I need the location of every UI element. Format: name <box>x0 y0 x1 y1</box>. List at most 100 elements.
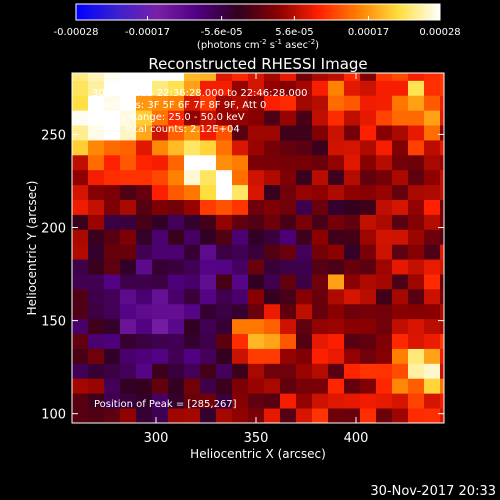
heatmap-cell <box>376 169 393 186</box>
heatmap-cell <box>72 378 89 394</box>
heatmap-cell <box>72 154 89 171</box>
heatmap-cell <box>88 408 105 424</box>
heatmap-cell <box>264 348 281 364</box>
heatmap-cell <box>440 378 445 394</box>
heatmap-cell <box>424 110 441 126</box>
heatmap-cell <box>120 184 137 200</box>
heatmap-cell <box>120 274 137 290</box>
heatmap-cell <box>200 274 217 290</box>
heatmap-cell <box>72 363 89 379</box>
heatmap-cell <box>248 259 265 275</box>
colorbar-tick-label: -5.6e-05 <box>201 27 243 38</box>
heatmap-cell <box>184 333 201 349</box>
heatmap-cell <box>104 244 121 260</box>
heatmap-cell <box>360 184 377 200</box>
heatmap-cell <box>392 169 409 186</box>
heatmap-cell <box>248 288 265 305</box>
heatmap-cell <box>200 169 217 186</box>
heatmap-cell <box>88 303 105 320</box>
heatmap-cell <box>360 95 377 111</box>
heatmap-cell <box>376 125 393 141</box>
heatmap-cell <box>392 363 409 379</box>
heatmap-cell <box>136 288 153 305</box>
heatmap-cell <box>120 244 137 260</box>
heatmap-cell <box>408 169 425 186</box>
heatmap-cell <box>120 199 137 215</box>
heatmap-cell <box>312 169 329 186</box>
peak-position-label: Position of Peak = [285,267] <box>94 399 237 410</box>
heatmap-cell <box>328 259 345 275</box>
heatmap-cell <box>296 378 313 394</box>
heatmap-cell <box>280 244 297 260</box>
heatmap-cell <box>424 199 441 215</box>
heatmap-cell <box>248 244 265 260</box>
heatmap-cell <box>312 274 329 290</box>
heatmap-cell <box>296 73 313 81</box>
heatmap-cell <box>120 393 137 409</box>
heatmap-cell <box>232 140 249 156</box>
heatmap-cell <box>328 333 345 349</box>
colorbar-tick-label: -0.00017 <box>125 27 170 38</box>
heatmap-cell <box>424 214 441 230</box>
heatmap-cell <box>216 259 233 275</box>
heatmap-cell <box>184 184 201 200</box>
heatmap-cell <box>344 154 361 171</box>
heatmap-cell <box>376 214 393 230</box>
heatmap-cell <box>248 95 265 111</box>
heatmap-cell <box>72 125 89 141</box>
heatmap-cell <box>312 288 329 305</box>
heatmap-cell <box>312 244 329 260</box>
heatmap-cell <box>216 288 233 305</box>
heatmap-cell <box>232 318 249 335</box>
heatmap-cell <box>72 333 89 349</box>
heatmap-cell <box>424 244 441 260</box>
heatmap-cell <box>376 408 393 424</box>
y-tick-label: 200 <box>41 222 66 237</box>
heatmap-cell <box>216 80 233 96</box>
heatmap-cell <box>264 214 281 230</box>
heatmap-cell <box>344 140 361 156</box>
heatmap-cell <box>408 154 425 171</box>
heatmap-cell <box>296 348 313 364</box>
heatmap-cell <box>248 408 265 424</box>
heatmap-cell <box>296 259 313 275</box>
heatmap-cell <box>328 95 345 111</box>
info-energy-range: Energy Range: 25.0 - 50.0 keV <box>92 112 245 123</box>
heatmap-cell <box>344 378 361 394</box>
heatmap-cell <box>168 333 185 349</box>
heatmap-cell <box>232 378 249 394</box>
heatmap-cell <box>328 288 345 305</box>
heatmap-cell <box>72 274 89 290</box>
heatmap-cell <box>424 363 441 379</box>
heatmap-cell <box>312 140 329 156</box>
heatmap-cell <box>88 169 105 186</box>
heatmap-cell <box>200 199 217 215</box>
heatmap-cell <box>264 408 281 424</box>
heatmap-cell <box>104 199 121 215</box>
heatmap-cell <box>136 110 153 126</box>
heatmap-cell <box>328 363 345 379</box>
heatmap-cell <box>312 363 329 379</box>
colorbar-tick-label: 0.00028 <box>419 27 460 38</box>
heatmap-cell <box>104 348 121 364</box>
heatmap-cell <box>408 125 425 141</box>
heatmap-cell <box>184 408 201 424</box>
heatmap-cell <box>184 80 201 96</box>
heatmap-cell <box>424 259 441 275</box>
heatmap-cell <box>232 199 249 215</box>
heatmap-cell <box>328 303 345 320</box>
heatmap-cell <box>152 393 169 409</box>
heatmap-cell <box>264 110 281 126</box>
heatmap-cell <box>232 363 249 379</box>
heatmap-cell <box>120 140 137 156</box>
heatmap-cell <box>88 348 105 364</box>
heatmap-cell <box>376 333 393 349</box>
heatmap-cell <box>440 318 445 335</box>
heatmap-cell <box>152 125 169 141</box>
heatmap-cell <box>360 214 377 230</box>
heatmap-cell <box>360 274 377 290</box>
heatmap-cell <box>312 348 329 364</box>
heatmap-cell <box>312 259 329 275</box>
heatmap-cell <box>360 73 377 81</box>
